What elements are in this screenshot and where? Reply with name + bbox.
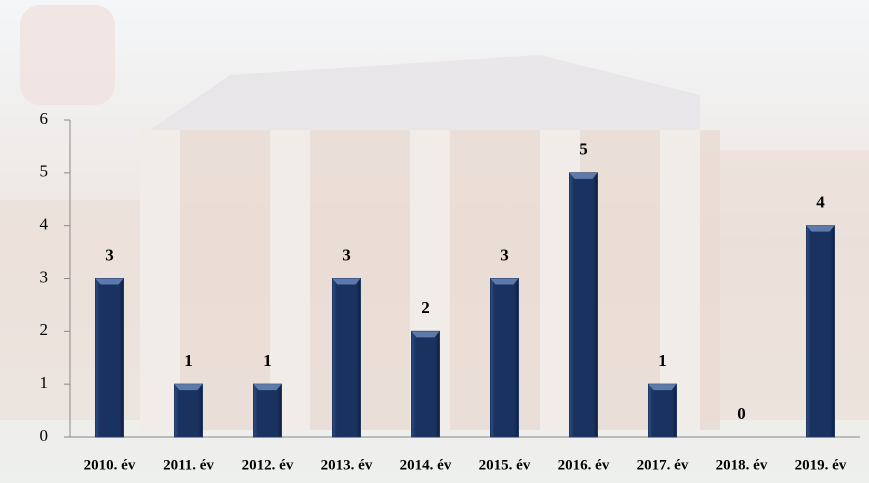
bar-bevel xyxy=(174,384,203,391)
data-label: 3 xyxy=(500,245,509,264)
x-tick-label: 2010. év xyxy=(84,457,136,473)
bar xyxy=(95,278,124,438)
bar-bevel xyxy=(332,278,361,285)
bar xyxy=(411,330,440,438)
bar-bevel xyxy=(253,384,282,391)
y-tick-label: 4 xyxy=(40,215,49,234)
data-label: 1 xyxy=(184,351,193,370)
bar xyxy=(174,383,203,438)
x-tick-label: 2016. év xyxy=(558,457,610,473)
bar-bevel xyxy=(569,172,598,179)
data-label: 4 xyxy=(816,193,825,212)
bar-bevel xyxy=(806,225,835,232)
data-label: 1 xyxy=(658,351,667,370)
data-label: 5 xyxy=(579,140,588,159)
bar xyxy=(569,172,598,438)
data-label: 3 xyxy=(105,245,114,264)
bar-bevel xyxy=(648,384,677,391)
bar xyxy=(332,278,361,438)
bar xyxy=(490,278,519,438)
y-tick-label: 3 xyxy=(40,267,49,286)
bar-bevel xyxy=(411,331,440,338)
bar xyxy=(253,383,282,438)
data-label: 3 xyxy=(342,245,351,264)
y-tick-label: 0 xyxy=(40,426,49,445)
x-tick-label: 2017. év xyxy=(637,457,689,473)
x-tick-label: 2014. év xyxy=(400,457,452,473)
x-tick-label: 2019. év xyxy=(795,457,847,473)
y-tick-label: 1 xyxy=(40,373,49,392)
bar xyxy=(648,383,677,438)
data-label: 0 xyxy=(737,404,746,423)
bar-bevel xyxy=(490,278,519,285)
x-tick-label: 2013. év xyxy=(321,457,373,473)
x-tick-label: 2015. év xyxy=(479,457,531,473)
y-tick-label: 5 xyxy=(40,162,49,181)
bar-bevel xyxy=(95,278,124,285)
x-tick-label: 2018. év xyxy=(716,457,768,473)
data-label: 2 xyxy=(421,298,430,317)
y-tick-label: 2 xyxy=(40,320,49,339)
x-tick-label: 2011. év xyxy=(163,457,214,473)
bar xyxy=(806,225,835,438)
x-tick-label: 2012. év xyxy=(242,457,294,473)
y-tick-label: 6 xyxy=(40,109,49,128)
data-label: 1 xyxy=(263,351,272,370)
